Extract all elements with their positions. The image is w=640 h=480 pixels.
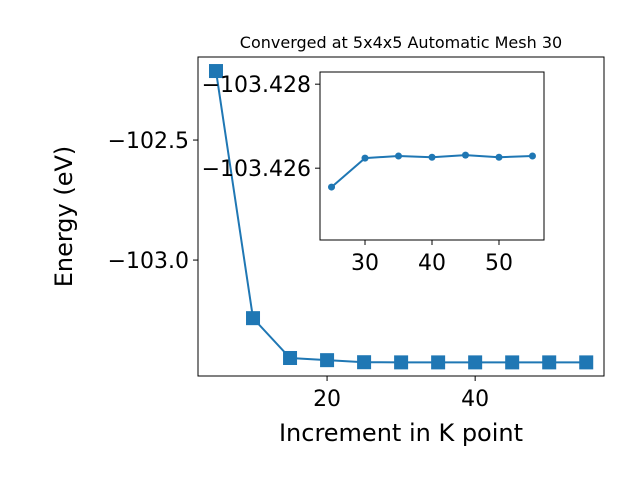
x-tick-label: 40 — [461, 387, 489, 412]
marker — [542, 355, 557, 370]
marker — [505, 355, 520, 370]
plot-frame — [197, 56, 605, 377]
x-tick-label: 20 — [313, 387, 341, 412]
marker — [283, 350, 298, 365]
y-tick-label: −103.428 — [202, 73, 311, 98]
marker — [357, 355, 372, 370]
marker — [461, 151, 469, 159]
y-tick-label: −102.5 — [108, 129, 189, 154]
y-tick-label: −103.426 — [202, 157, 311, 182]
x-tick-label: 50 — [485, 251, 513, 276]
marker — [468, 355, 483, 370]
marker — [328, 183, 336, 191]
y-axis-label: Energy (eV) — [50, 146, 78, 288]
x-tick-label: 30 — [351, 251, 379, 276]
y-tick-label: −103.0 — [108, 249, 189, 274]
chart-title: Converged at 5x4x5 Automatic Mesh 30 — [240, 33, 562, 52]
marker — [208, 64, 223, 79]
marker — [431, 355, 446, 370]
marker — [246, 311, 261, 326]
x-axis-label: Increment in K point — [279, 419, 523, 447]
marker — [394, 355, 409, 370]
x-tick-label: 40 — [418, 251, 446, 276]
marker — [361, 154, 369, 162]
marker — [495, 153, 503, 161]
marker — [320, 353, 335, 368]
marker — [579, 355, 594, 370]
marker — [428, 153, 436, 161]
marker — [528, 152, 536, 160]
marker — [395, 152, 403, 160]
